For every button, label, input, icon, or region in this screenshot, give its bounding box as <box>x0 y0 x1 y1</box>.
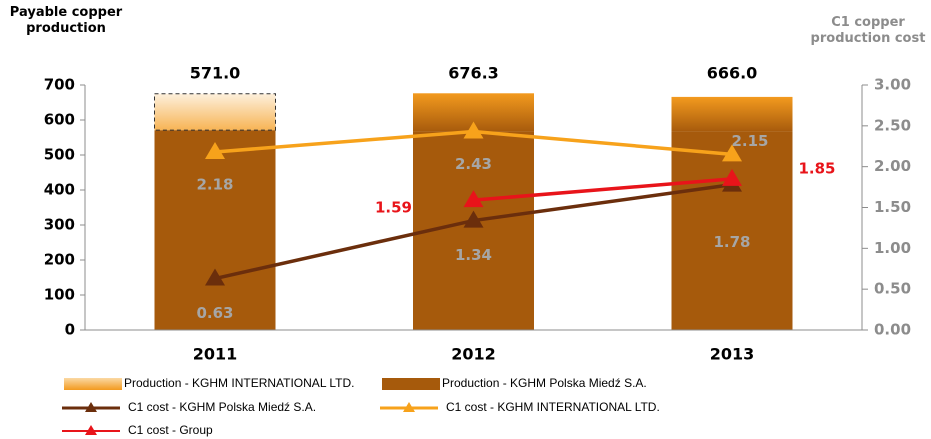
y2-tick-label: 3.00 <box>874 76 911 94</box>
data-label: 2.18 <box>196 175 233 193</box>
data-label: 0.63 <box>196 304 233 322</box>
y-tick-label: 200 <box>44 251 75 269</box>
legend-swatch <box>382 378 440 390</box>
bar <box>154 93 276 131</box>
y2-tick-label: 0.50 <box>874 280 911 298</box>
y2-tick-label: 1.50 <box>874 198 911 216</box>
y2-tick-label: 2.00 <box>874 157 911 175</box>
y-tick-label: 600 <box>44 111 75 129</box>
y-axis-title: Payable copper production <box>10 5 123 36</box>
marker <box>722 168 742 186</box>
bar <box>154 130 276 330</box>
y-tick-label: 500 <box>44 146 75 164</box>
legend-swatch <box>64 378 122 390</box>
line <box>473 177 733 202</box>
marker <box>463 190 484 208</box>
legend-label: Production - KGHM Polska Miedź S.A. <box>442 376 647 390</box>
marker <box>463 121 484 139</box>
total-label: 676.3 <box>448 64 499 83</box>
bar <box>671 131 793 330</box>
y2-axis-title-text: C1 copper <box>831 15 905 30</box>
total-label: 571.0 <box>190 64 241 83</box>
marker <box>205 268 225 286</box>
data-label: 1.78 <box>713 233 750 251</box>
y2-tick-label: 0.00 <box>874 321 911 339</box>
legend-label: C1 cost - KGHM INTERNATIONAL LTD. <box>446 400 660 414</box>
legend-marker <box>85 402 97 412</box>
legend-label: Production - KGHM INTERNATIONAL LTD. <box>124 376 355 390</box>
data-label: 1.34 <box>455 246 492 264</box>
y2-tick-label: 1.00 <box>874 239 911 257</box>
data-label: 2.15 <box>731 132 768 150</box>
legend-marker <box>85 425 97 435</box>
y-tick-label: 300 <box>44 216 75 234</box>
y-tick-label: 400 <box>44 181 75 199</box>
marker <box>722 144 742 162</box>
x-tick-label: 2012 <box>451 345 496 364</box>
x-tick-label: 2011 <box>193 345 238 364</box>
marker <box>205 141 225 159</box>
y-axis-title-text: Payable copper <box>10 5 123 20</box>
bar <box>671 96 793 132</box>
data-label: 2.43 <box>455 155 492 173</box>
marker <box>463 210 484 228</box>
legend-label: C1 cost - KGHM Polska Miedź S.A. <box>128 400 316 414</box>
y-tick-label: 700 <box>44 76 75 94</box>
legend-marker <box>403 402 415 412</box>
x-tick-label: 2013 <box>710 345 755 364</box>
legend-label: C1 cost - Group <box>128 423 213 437</box>
y2-axis-title: C1 copper production cost <box>811 15 926 46</box>
y2-tick-label: 2.50 <box>874 116 911 134</box>
title-line: production cost <box>811 31 926 46</box>
y-tick-label: 0 <box>65 321 75 339</box>
title-line: production <box>26 21 106 36</box>
data-label: 1.59 <box>375 199 412 217</box>
y-tick-label: 100 <box>44 286 75 304</box>
data-label: 1.85 <box>798 159 835 177</box>
total-label: 666.0 <box>707 64 758 83</box>
